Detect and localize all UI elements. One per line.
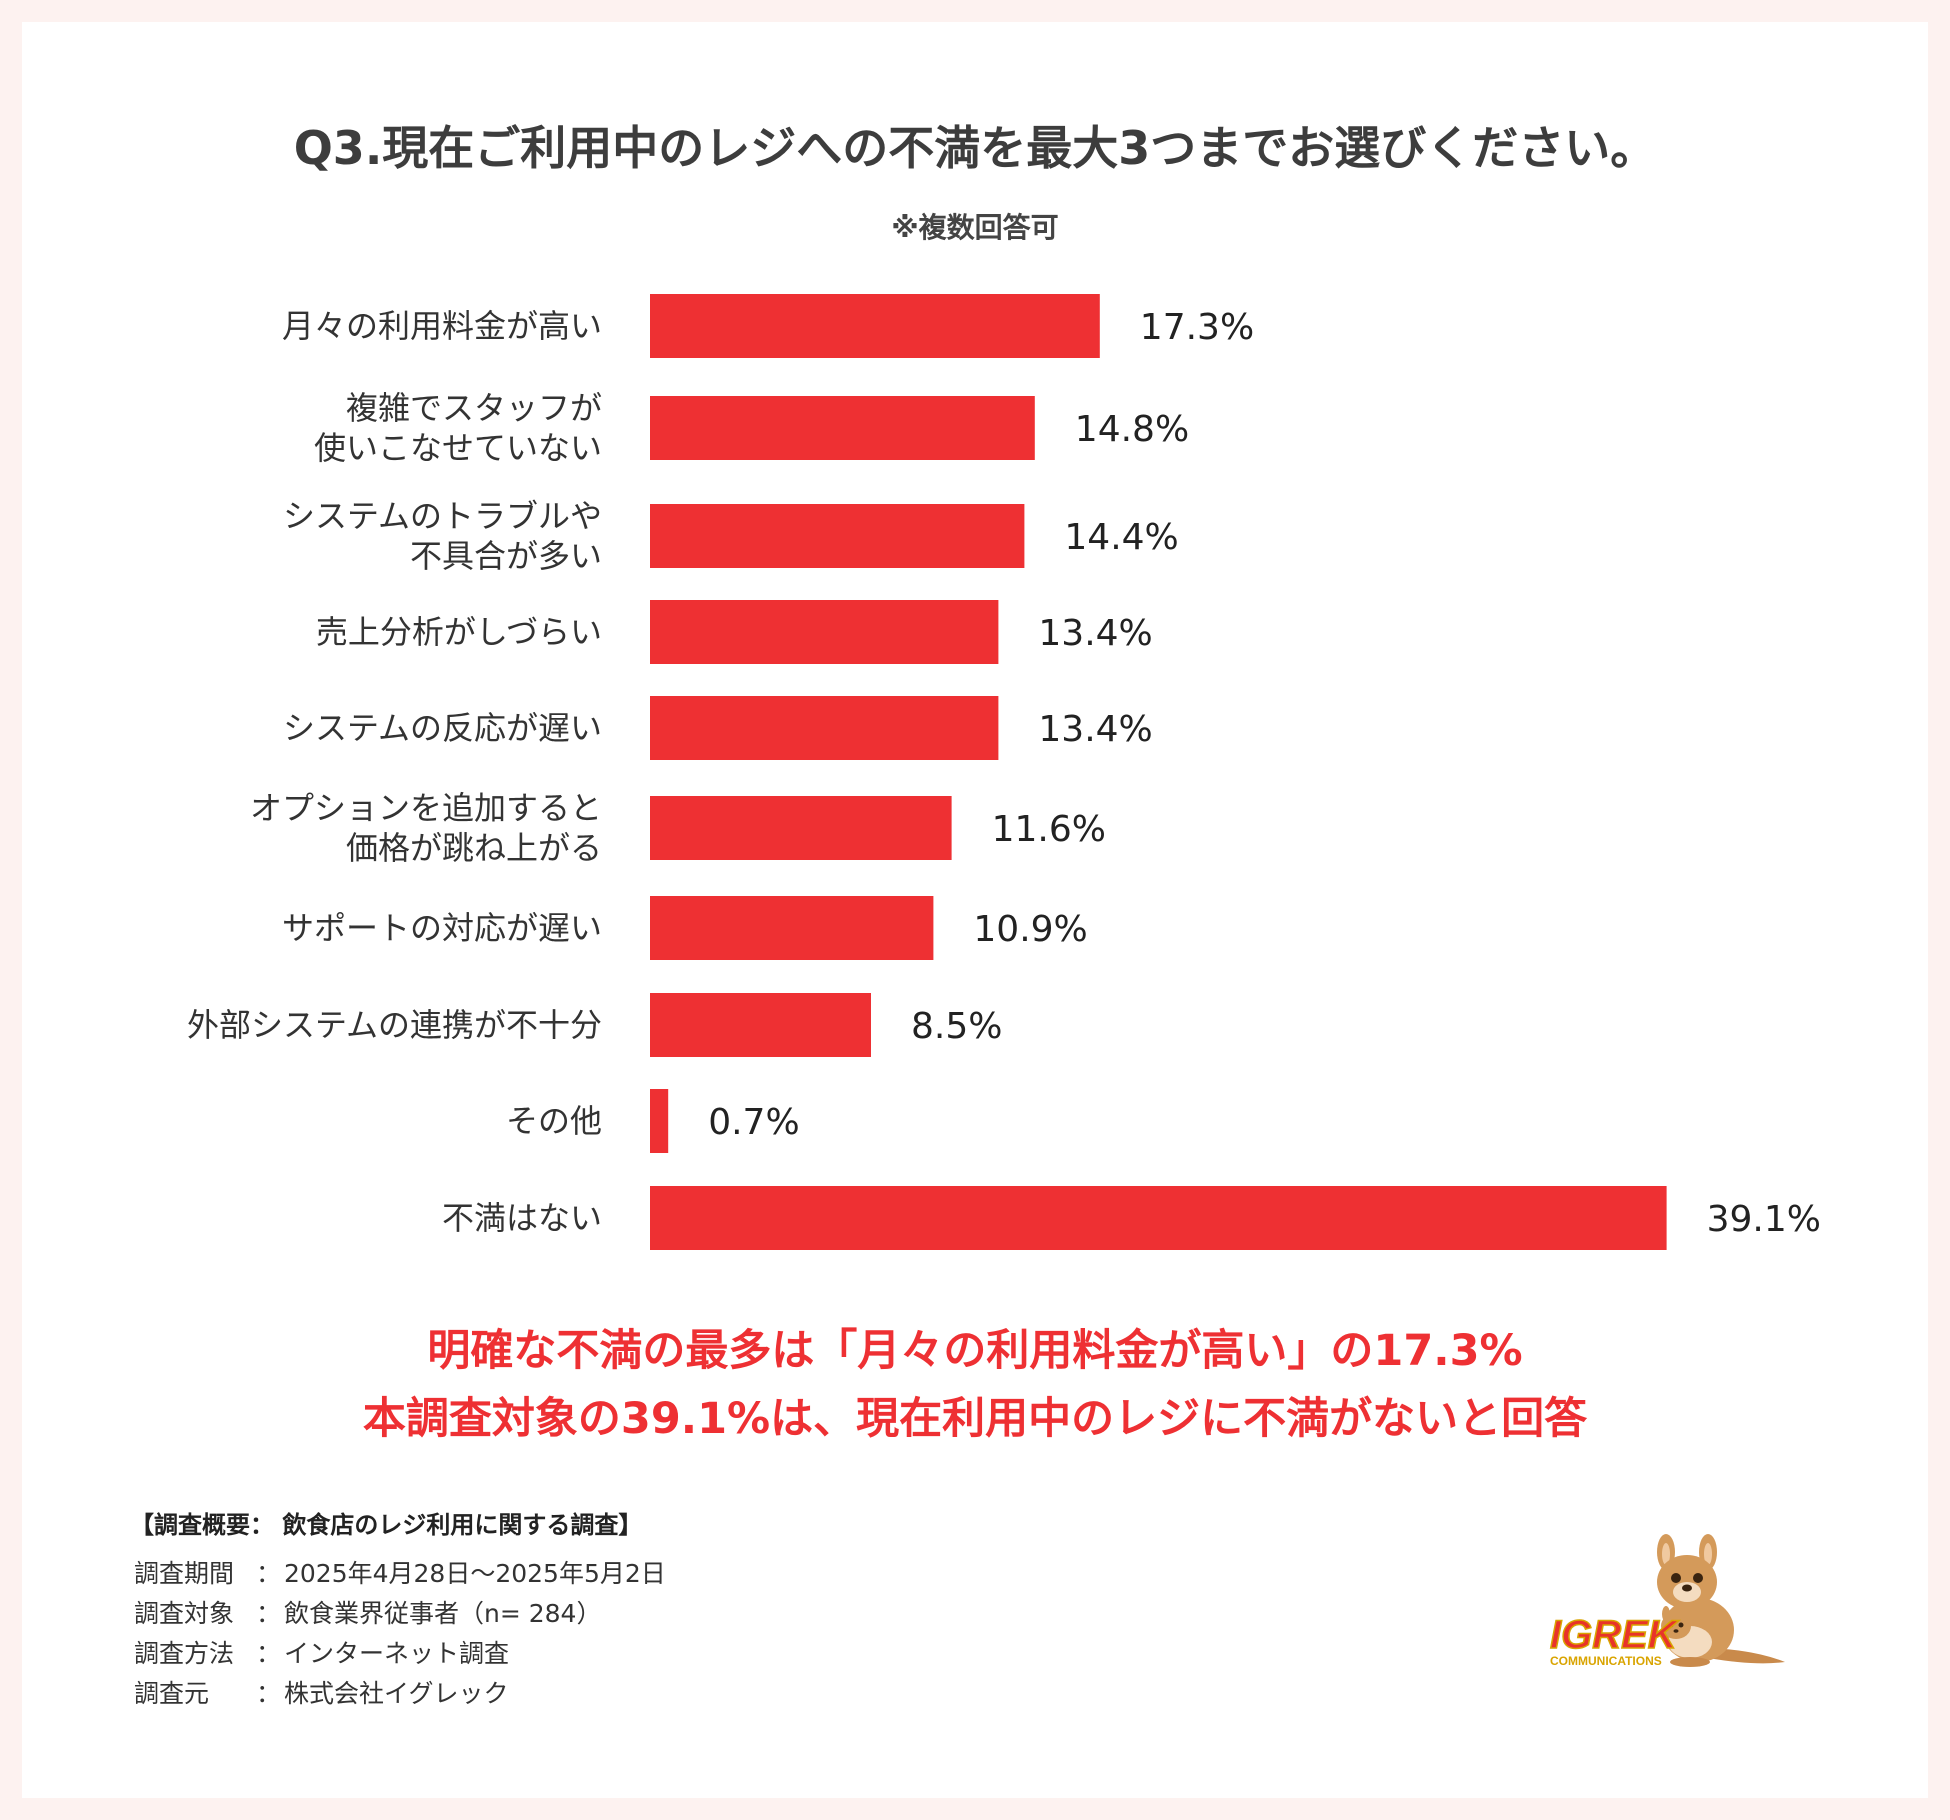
survey-row-target: 調査対象 ：飲食業界従事者（n= 284） <box>134 1594 601 1630</box>
survey-value: 飲食業界従事者（n= 284） <box>284 1599 602 1628</box>
igrek-logo: IGREK COMMUNICATIONS <box>1549 1534 1785 1668</box>
value-label-1: 14.8% <box>1075 409 1189 450</box>
logo-brand: IGREK <box>1550 1613 1680 1657</box>
logo-sub: COMMUNICATIONS <box>1550 1654 1662 1668</box>
category-label-8: その他 <box>506 1102 602 1140</box>
category-label-2: システムのトラブルや不具合が多い <box>283 497 602 575</box>
survey-row-source: 調査元 ：株式会社イグレック <box>134 1674 509 1710</box>
survey-key: 調査対象 <box>134 1599 235 1628</box>
bar-2 <box>650 504 1025 568</box>
value-label-7: 8.5% <box>911 1006 1002 1047</box>
chart-note: ※複数回答可 <box>891 211 1059 244</box>
bar-5 <box>650 796 952 860</box>
survey-heading: 【調査概要： 飲食店のレジ利用に関する調査】 <box>130 1511 643 1539</box>
survey-row-period: 調査期間 ： 2025年4月28日〜2025年5月2日 <box>134 1554 666 1590</box>
category-label-1: 複雑でスタッフが使いこなせていない <box>314 389 602 467</box>
conclusion-line-1: 明確な不満の最多は「月々の利用料金が高い」の17.3% <box>427 1326 1523 1376</box>
survey-sep: ： <box>256 1559 282 1588</box>
category-label-0: 月々の利用料金が高い <box>282 307 602 345</box>
survey-row-method: 調査方法 ：インターネット調査 <box>134 1634 509 1670</box>
bar-9 <box>650 1186 1667 1250</box>
value-label-3: 13.4% <box>1038 613 1152 654</box>
category-label-7: 外部システムの連携が不十分 <box>187 1006 602 1044</box>
kangaroo-icon <box>1657 1534 1785 1667</box>
value-label-0: 17.3% <box>1140 307 1254 348</box>
chart-title: Q3.現在ご利用中のレジへの不満を最大3つまでお選びください。 <box>293 121 1657 175</box>
value-label-4: 13.4% <box>1038 709 1152 750</box>
survey-key: 調査元 <box>134 1679 210 1708</box>
category-label-3: 売上分析がしづらい <box>316 613 602 651</box>
value-label-2: 14.4% <box>1064 517 1178 558</box>
value-label-5: 11.6% <box>992 809 1106 850</box>
survey-key: 調査方法 <box>134 1639 235 1668</box>
category-label-5: オプションを追加すると価格が跳ね上がる <box>250 789 602 867</box>
survey-sep: ： <box>256 1639 282 1668</box>
survey-sep: ： <box>256 1599 282 1628</box>
survey-value: インターネット調査 <box>284 1639 510 1668</box>
bar-7 <box>650 993 871 1057</box>
bar-3 <box>650 600 999 664</box>
conclusion-line-2: 本調査対象の39.1%は、現在利用中のレジに不満がないと回答 <box>362 1394 1588 1444</box>
survey-sep: ： <box>256 1679 282 1708</box>
survey-value: 2025年4月28日〜2025年5月2日 <box>284 1559 666 1588</box>
bar-chart: 17.3% 月々の利用料金が高い 14.8% 複雑でスタッフが使いこなせていない 14.… <box>187 294 1821 1250</box>
survey-value: 株式会社イグレック <box>284 1679 509 1708</box>
category-label-9: 不満はない <box>442 1199 602 1237</box>
category-label-6: サポートの対応が遅い <box>282 909 602 947</box>
bar-1 <box>650 396 1035 460</box>
value-label-8: 0.7% <box>708 1102 799 1143</box>
survey-key: 調査期間 <box>134 1559 235 1588</box>
bar-0 <box>650 294 1100 358</box>
bar-8 <box>650 1089 669 1153</box>
value-label-9: 39.1% <box>1707 1199 1821 1240</box>
value-label-6: 10.9% <box>973 909 1087 950</box>
category-label-4: システムの反応が遅い <box>283 709 602 747</box>
bar-4 <box>650 696 999 760</box>
bar-6 <box>650 896 934 960</box>
